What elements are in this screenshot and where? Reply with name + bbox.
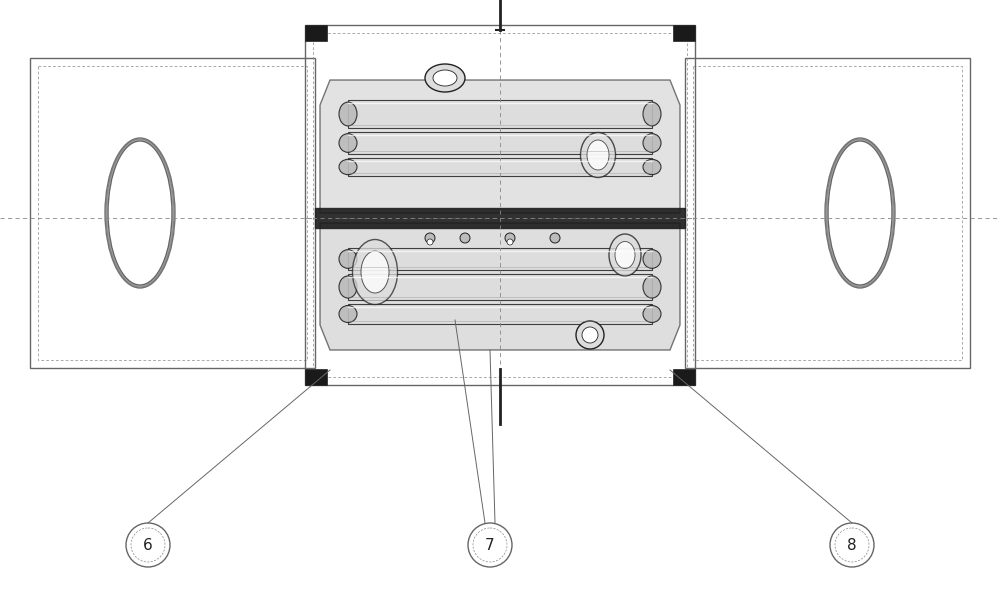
Circle shape [468,523,512,567]
Ellipse shape [361,251,389,293]
Ellipse shape [643,250,661,268]
Ellipse shape [339,134,357,153]
Bar [673,369,695,385]
Ellipse shape [615,241,635,269]
Bar [315,208,685,228]
Bar [685,58,970,368]
Bar [305,25,327,41]
Ellipse shape [339,159,357,175]
Ellipse shape [339,276,357,298]
Bar [673,25,695,41]
Circle shape [576,321,604,349]
Ellipse shape [643,276,661,298]
Ellipse shape [433,70,457,86]
Circle shape [830,523,874,567]
Bar [313,33,687,377]
Bar [30,58,315,368]
Bar [348,100,652,128]
Bar [348,274,652,300]
Bar [305,369,327,385]
Ellipse shape [643,102,661,126]
Bar [348,248,652,270]
Bar [38,66,307,360]
Ellipse shape [339,306,357,322]
Circle shape [505,233,515,243]
Ellipse shape [643,159,661,175]
Ellipse shape [643,134,661,153]
Text: 7: 7 [485,538,495,552]
Circle shape [550,233,560,243]
Ellipse shape [643,306,661,322]
Text: 6: 6 [143,538,153,552]
Ellipse shape [580,132,616,178]
Polygon shape [320,80,680,213]
Bar [348,132,652,154]
Circle shape [460,233,470,243]
Circle shape [427,239,433,245]
Circle shape [507,239,513,245]
Bar [693,66,962,360]
Bar [348,158,652,176]
Circle shape [425,233,435,243]
Bar [305,25,695,385]
Ellipse shape [587,140,609,170]
Bar [348,304,652,324]
Ellipse shape [339,250,357,268]
Text: 8: 8 [847,538,857,552]
Ellipse shape [352,240,398,305]
Ellipse shape [339,102,357,126]
Ellipse shape [609,234,641,276]
Circle shape [582,327,598,343]
Circle shape [126,523,170,567]
Ellipse shape [425,64,465,92]
Polygon shape [320,223,680,350]
